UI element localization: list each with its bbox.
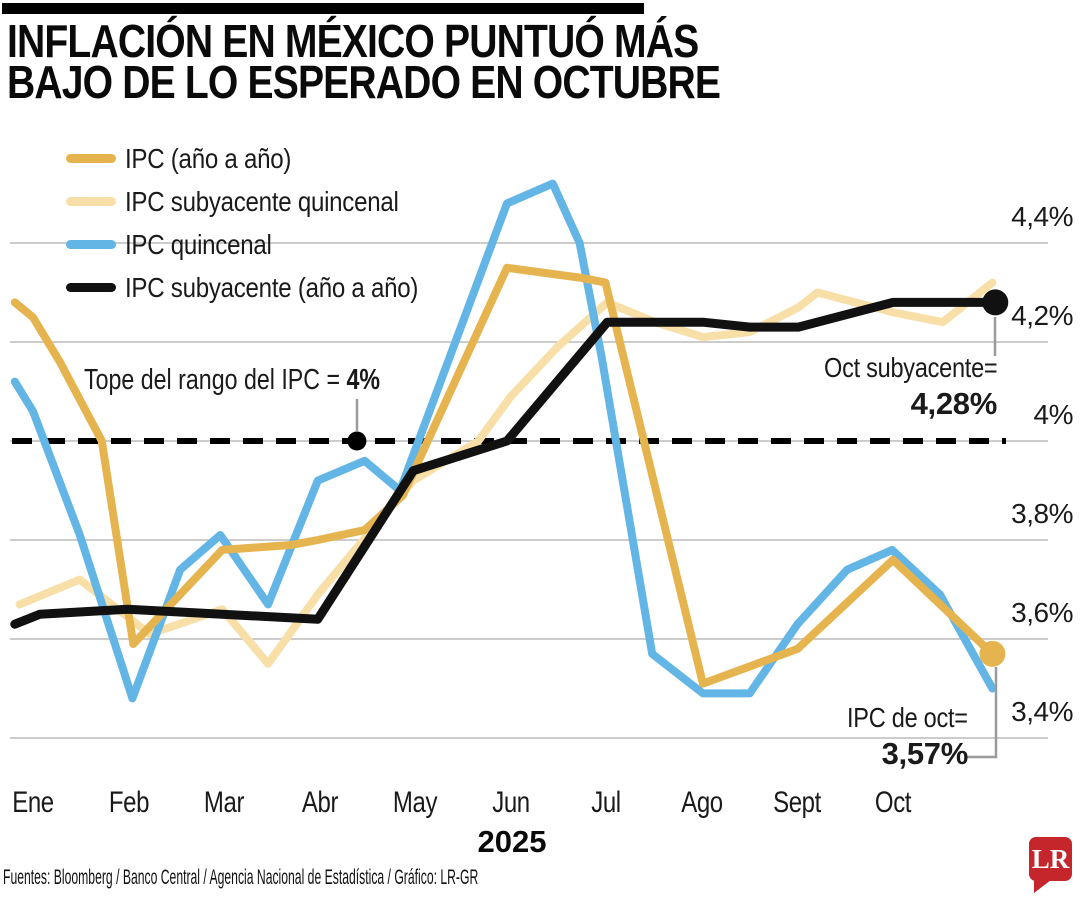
legend-label: IPC subyacente quincenal bbox=[125, 185, 399, 217]
annotation-ipc-oct-value: 3,57% bbox=[881, 736, 969, 771]
legend-swatch bbox=[66, 283, 116, 292]
legend-label: IPC (año a año) bbox=[125, 142, 292, 174]
legend-swatch bbox=[66, 197, 116, 206]
lr-logo-box: LR bbox=[1029, 837, 1072, 881]
y-tick-label-4%: 4% bbox=[1033, 399, 1074, 430]
lr-logo: LR bbox=[1029, 837, 1073, 893]
legend: IPC (año a año) IPC subyacente quincenal I… bbox=[66, 137, 466, 309]
annotation-leader-lines bbox=[355, 317, 998, 759]
series-line-IPC quincenal bbox=[10, 179, 997, 703]
x-tick-label-Sept: Sept bbox=[773, 786, 822, 819]
annotation-oct-subyacente-label: Oct subyacente= bbox=[823, 352, 998, 383]
end-dot-IPC subyacente (año a año) bbox=[982, 289, 1009, 316]
end-dot-IPC (año a año) bbox=[979, 640, 1006, 667]
lr-logo-tail bbox=[1034, 880, 1051, 893]
x-tick-label-Ene: Ene bbox=[12, 786, 54, 819]
annotation-oct-subyacente: Oct subyacente= 4,28% bbox=[791, 352, 998, 422]
annotation-ipc-oct-label: IPC de oct= bbox=[847, 702, 968, 733]
y-tick-label-4,2%: 4,2% bbox=[1011, 300, 1073, 331]
annotation-ipc-oct: IPC de oct= 3,57% bbox=[824, 702, 968, 772]
lr-logo-text: LR bbox=[1031, 843, 1070, 874]
page-title: INFLACIÓN EN MÉXICO PUNTUÓ MÁS BAJO DE L… bbox=[7, 15, 721, 108]
legend-item-IPC subyacente (año a año): IPC subyacente (año a año) bbox=[66, 266, 466, 309]
x-tick-label-Oct: Oct bbox=[874, 786, 912, 819]
y-tick-label-4,4%: 4,4% bbox=[1011, 201, 1073, 232]
legend-item-IPC (año a año): IPC (año a año) bbox=[66, 137, 466, 180]
series-line-IPC subyacente (año a año) bbox=[10, 297, 1000, 629]
title-line-2: BAJO DE LO ESPERADO EN OCTUBRE bbox=[7, 56, 721, 108]
ipc-oct-leader-line bbox=[966, 667, 998, 759]
annotation-oct-subyacente-value: 4,28% bbox=[910, 386, 998, 421]
reference-line-label-text: Tope del rango del IPC = bbox=[84, 364, 347, 396]
data-point-dots bbox=[347, 289, 1009, 667]
x-tick-label-Jun: Jun bbox=[492, 786, 530, 819]
source-credit: Fuentes: Bloomberg / Banco Central / Age… bbox=[3, 866, 479, 889]
x-tick-label-Feb: Feb bbox=[108, 786, 149, 819]
x-tick-label-Ago: Ago bbox=[681, 786, 723, 819]
y-tick-label-3,4%: 3,4% bbox=[1011, 696, 1073, 727]
y-tick-label-3,6%: 3,6% bbox=[1011, 597, 1073, 628]
reference-line-label: Tope del rango del IPC = 4% bbox=[84, 364, 380, 397]
x-tick-label-May: May bbox=[393, 786, 438, 819]
title-line-1: INFLACIÓN EN MÉXICO PUNTUÓ MÁS bbox=[7, 15, 699, 67]
top-accent-bar bbox=[2, 3, 644, 14]
x-tick-label-Jul: Jul bbox=[591, 786, 622, 819]
data-series-lines bbox=[10, 179, 1000, 703]
y-tick-label-3,8%: 3,8% bbox=[1011, 498, 1073, 529]
legend-item-IPC subyacente quincenal: IPC subyacente quincenal bbox=[66, 180, 466, 223]
gridlines bbox=[10, 242, 1048, 739]
legend-swatch bbox=[66, 240, 116, 249]
tope-marker-dot bbox=[347, 431, 367, 451]
x-tick-label-Mar: Mar bbox=[204, 786, 245, 819]
reference-line-label-value: 4% bbox=[346, 364, 380, 396]
legend-label: IPC subyacente (año a año) bbox=[125, 271, 419, 303]
legend-swatch bbox=[66, 154, 116, 163]
x-tick-label-Abr: Abr bbox=[301, 786, 339, 819]
legend-label: IPC quincenal bbox=[125, 228, 272, 260]
legend-item-IPC quincenal: IPC quincenal bbox=[66, 223, 466, 266]
x-axis-year-label: 2025 bbox=[477, 824, 547, 859]
series-line-IPC (año a año) bbox=[10, 263, 997, 688]
